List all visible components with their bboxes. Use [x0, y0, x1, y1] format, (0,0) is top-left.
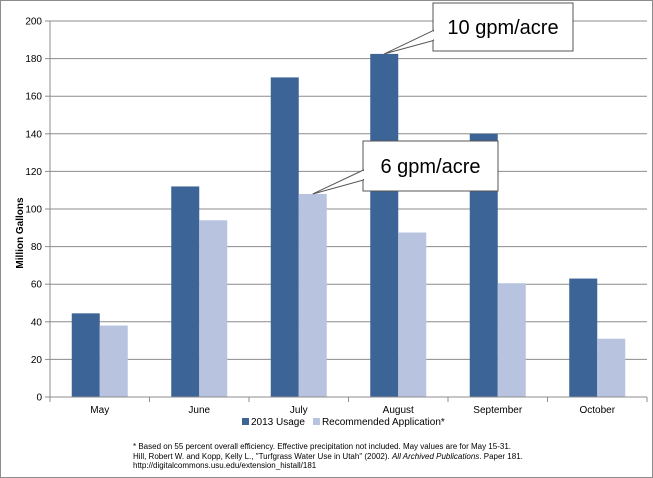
x-axis-ticks: May June July August September October: [49, 397, 648, 416]
legend-swatch: [312, 418, 320, 425]
y-axis-label: Million Gallons: [15, 197, 26, 269]
x-tick-label: May: [90, 405, 109, 416]
footnote-paper: . Paper 181.: [479, 451, 523, 461]
y-axis-ticks: 0 20 40 60 80 100 120 140 160 180 200: [25, 17, 50, 404]
bar-recommended-application-september: [497, 283, 526, 397]
y-tick-label: 20: [31, 355, 43, 366]
callout-label: 10 gpm/acre: [447, 17, 558, 39]
footnote: * Based on 55 percent overall efficiency…: [133, 442, 633, 471]
y-tick-label: 0: [36, 393, 42, 404]
legend-label: Recommended Application*: [322, 417, 445, 428]
bar-2013-usage-may: [71, 313, 100, 397]
callout-pointer: [312, 169, 364, 195]
footnote-publication: All Archived Publications: [391, 451, 480, 461]
footnote-line-2: Hill, Robert W. and Kopp, Kelly L., "Tur…: [133, 452, 633, 462]
gridlines: [50, 20, 647, 360]
callout: 10 gpm/acre: [384, 2, 574, 55]
y-tick-label: 180: [25, 54, 42, 65]
y-tick-label: 120: [25, 167, 42, 178]
callout-label: 6 gpm/acre: [380, 156, 480, 178]
bar-recommended-application-august: [398, 232, 427, 397]
x-tick-label: October: [579, 405, 615, 416]
footnote-citation: Hill, Robert W. and Kopp, Kelly L., "Tur…: [133, 451, 392, 461]
y-tick-label: 140: [25, 129, 42, 140]
x-tick-label: July: [290, 405, 308, 416]
bar-2013-usage-august: [370, 53, 399, 398]
legend-label: 2013 Usage: [251, 417, 305, 428]
bar-2013-usage-june: [171, 186, 200, 397]
callouts: 10 gpm/acre 6 gpm/acre: [312, 2, 574, 195]
footnote-line-1: * Based on 55 percent overall efficiency…: [133, 442, 511, 451]
x-tick-label: August: [383, 405, 414, 416]
legend-swatch: [242, 418, 249, 425]
y-tick-label: 100: [25, 205, 42, 216]
y-tick-label: 160: [25, 92, 42, 103]
bar-2013-usage-july: [270, 77, 299, 398]
y-tick-label: 80: [31, 242, 43, 253]
callout-box: [432, 2, 574, 52]
footnote-url: http://digitalcommons.usu.edu/extension_…: [133, 461, 317, 470]
x-tick-label: June: [188, 405, 210, 416]
legend: 2013 Usage Recommended Application*: [242, 417, 445, 428]
callout-box: [362, 140, 499, 192]
bar-recommended-application-july: [298, 193, 327, 397]
bar-recommended-application-may: [99, 325, 128, 397]
x-tick-label: September: [473, 405, 523, 416]
callout: 6 gpm/acre: [312, 140, 499, 195]
y-tick-label: 60: [31, 280, 43, 291]
bar-2013-usage-october: [569, 278, 598, 397]
callout-pointer: [384, 29, 434, 55]
bar-recommended-application-june: [199, 220, 228, 397]
y-tick-label: 200: [25, 17, 42, 28]
y-tick-label: 40: [31, 317, 43, 328]
bars: [71, 53, 626, 398]
bar-recommended-application-october: [597, 338, 626, 397]
